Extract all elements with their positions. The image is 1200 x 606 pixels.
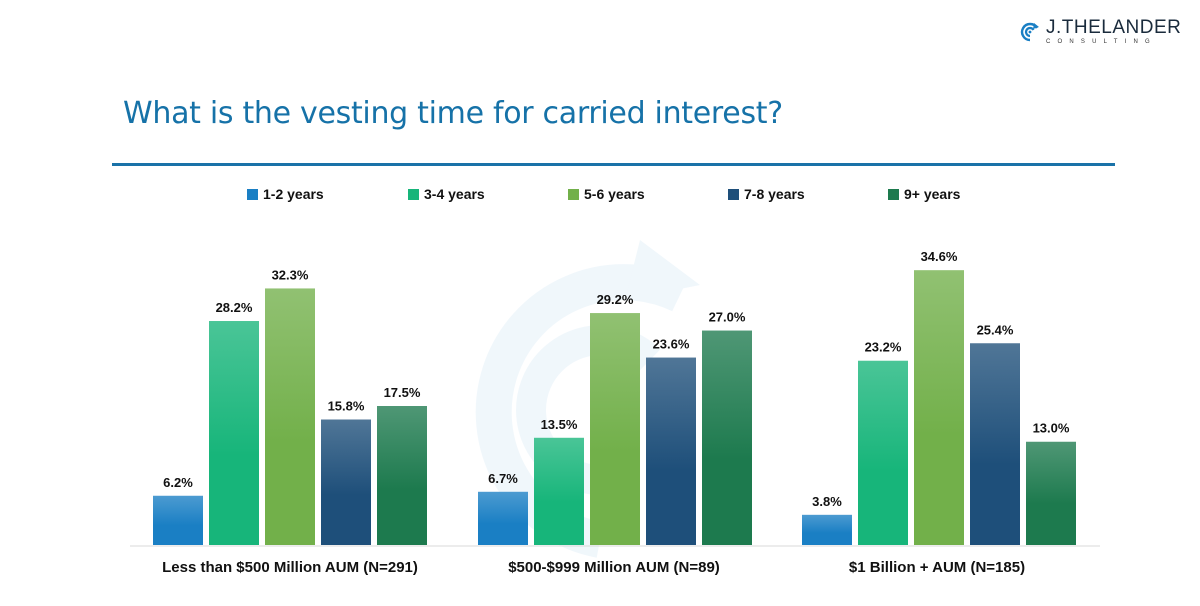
company-logo: J.THELANDER CONSULTING <box>1018 18 1181 45</box>
bar <box>321 419 371 545</box>
legend-label: 3-4 years <box>424 186 485 202</box>
bar <box>590 313 640 545</box>
page-title: What is the vesting time for carried int… <box>123 96 783 131</box>
bar <box>802 514 852 545</box>
data-label: 6.2% <box>163 475 193 490</box>
data-label: 17.5% <box>384 385 421 400</box>
data-label: 3.8% <box>812 494 842 509</box>
chart-legend: 1-2 years 3-4 years 5-6 years 7-8 years 9+ y… <box>0 186 1200 206</box>
data-label: 32.3% <box>272 267 309 282</box>
legend-label: 9+ years <box>904 186 961 202</box>
bar <box>377 406 427 545</box>
data-label: 25.4% <box>977 322 1014 337</box>
spiral-logo-icon <box>1020 22 1039 41</box>
bar <box>153 495 203 545</box>
bar <box>265 288 315 545</box>
logo-name: J.THELANDER <box>1046 17 1182 38</box>
legend-label: 7-8 years <box>744 186 805 202</box>
title-divider <box>112 163 1115 166</box>
bar <box>534 437 584 545</box>
data-label: 15.8% <box>328 399 365 414</box>
data-label: 27.0% <box>709 310 746 325</box>
legend-swatch <box>888 188 899 200</box>
data-label: 23.2% <box>865 340 902 355</box>
data-label: 28.2% <box>216 300 253 315</box>
legend-item: 1-2 years <box>247 186 324 202</box>
legend-swatch <box>568 188 579 200</box>
legend-swatch <box>247 188 258 200</box>
bar <box>1026 441 1076 545</box>
legend-swatch <box>408 188 419 200</box>
data-label: 23.6% <box>653 337 690 352</box>
category-label: $500-$999 Million AUM (N=89) <box>508 559 720 576</box>
bar <box>646 357 696 545</box>
logo-subtitle: CONSULTING <box>1046 39 1157 45</box>
bar <box>209 321 259 545</box>
data-label: 13.5% <box>541 417 578 432</box>
bar <box>858 360 908 545</box>
bar <box>702 330 752 545</box>
legend-item: 5-6 years <box>568 186 645 202</box>
bar <box>914 270 964 545</box>
category-label: $1 Billion + AUM (N=185) <box>849 559 1025 576</box>
legend-swatch <box>728 188 739 200</box>
legend-item: 7-8 years <box>728 186 805 202</box>
category-label: Less than $500 Million AUM (N=291) <box>162 559 418 576</box>
data-label: 29.2% <box>597 292 634 307</box>
bar <box>970 343 1020 545</box>
legend-item: 3-4 years <box>408 186 485 202</box>
bar <box>478 491 528 545</box>
data-label: 13.0% <box>1033 421 1070 436</box>
data-label: 34.6% <box>921 249 958 264</box>
legend-item: 9+ years <box>888 186 960 202</box>
legend-label: 1-2 years <box>263 186 324 202</box>
legend-label: 5-6 years <box>584 186 645 202</box>
data-label: 6.7% <box>488 471 518 486</box>
